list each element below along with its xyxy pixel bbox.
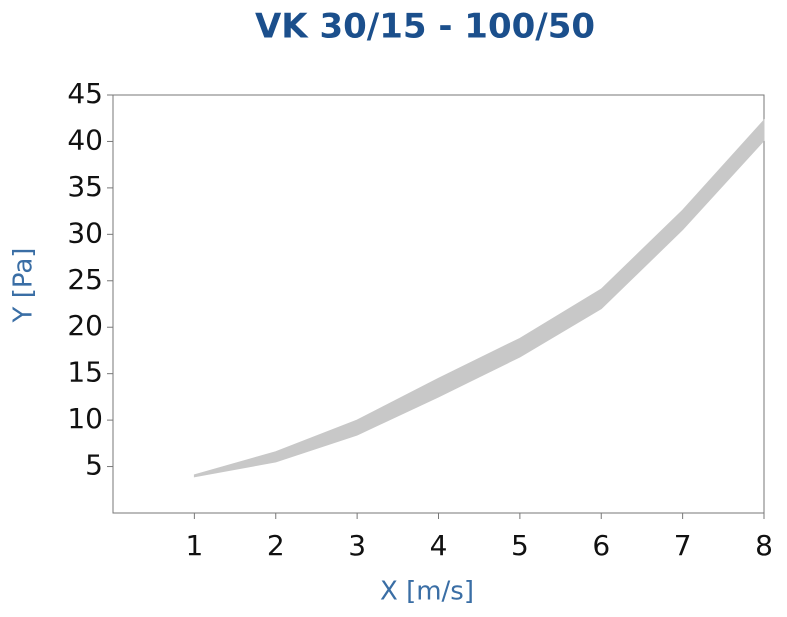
chart-title: VK 30/15 - 100/50 [255,7,595,47]
y-tick-label: 15 [67,356,103,389]
x-tick-label: 5 [511,529,529,562]
plot-frame [112,94,765,514]
y-tick-label: 30 [67,216,103,249]
x-tick-label: 7 [674,529,692,562]
x-axis-label: X [m/s] [380,577,474,607]
y-tick-label: 40 [67,123,103,156]
y-tick-label: 25 [67,263,103,296]
band-area [193,118,765,478]
y-tick-label: 20 [67,309,103,342]
y-axis-label: Y [Pa] [9,248,39,324]
x-tick-label: 6 [592,529,610,562]
x-tick-label: 8 [755,529,773,562]
x-tick-label: 2 [267,529,285,562]
x-tick-label: 3 [348,529,366,562]
y-tick-label: 35 [67,170,103,203]
y-tick-label: 5 [85,449,103,482]
y-tick-label: 45 [67,77,103,110]
y-tick-label: 10 [67,402,103,435]
x-tick-label: 1 [185,529,203,562]
x-tick-label: 4 [430,529,448,562]
